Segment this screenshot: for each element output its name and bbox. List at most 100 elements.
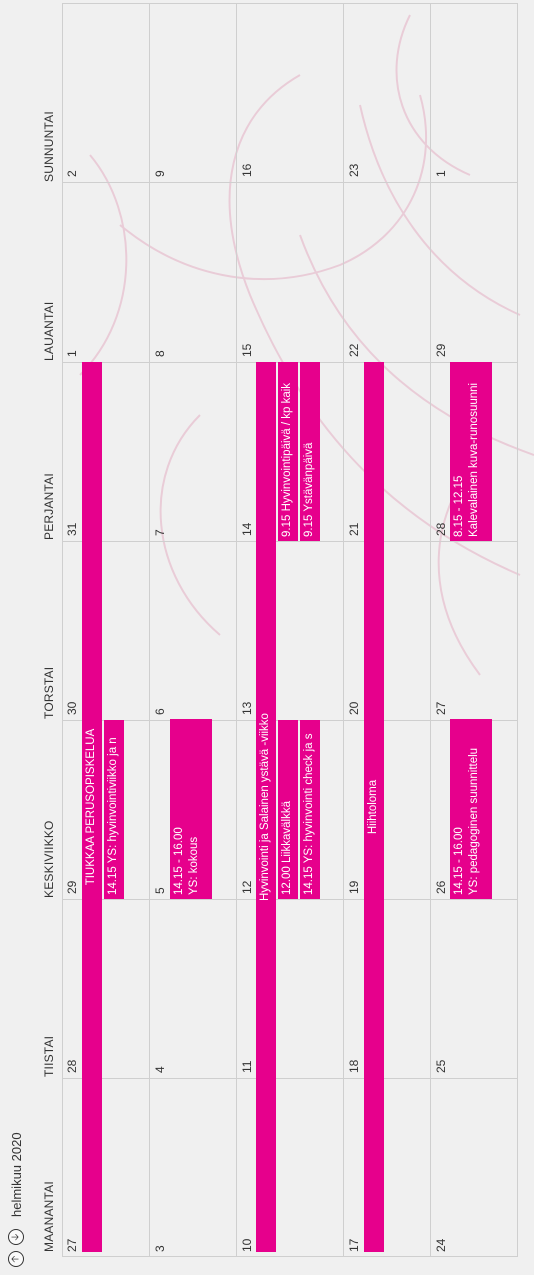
event-title: Kalevalainen kuva-runosuunni (468, 382, 480, 537)
event-time: 8.15 - 12.15 (453, 475, 465, 537)
day-number: 18 (347, 1059, 361, 1073)
day-number: 6 (153, 708, 167, 715)
previous-month-button[interactable]: 🡡 (8, 1251, 24, 1267)
event-time: 14.15 - 16.00 (453, 827, 465, 895)
day-cell[interactable]: 28 (62, 899, 150, 1078)
day-cell[interactable]: 8 (150, 182, 237, 362)
day-number: 17 (347, 1238, 361, 1252)
day-number: 20 (347, 701, 361, 715)
day-number: 2 (65, 170, 79, 177)
weekday-header-saturday: LAUANTAI (42, 301, 56, 361)
day-number: 1 (65, 350, 79, 357)
day-cell[interactable]: 21 (344, 362, 431, 541)
weekday-header-tuesday: TIISTAI (42, 1035, 56, 1077)
day-number: 1 (434, 170, 448, 177)
day-number: 11 (240, 1060, 254, 1073)
day-number: 28 (434, 522, 448, 536)
day-cell[interactable]: 31 (62, 362, 150, 541)
day-cell[interactable]: 22 (344, 182, 431, 362)
day-number: 29 (434, 343, 448, 357)
day-number: 28 (65, 1059, 79, 1073)
event-hiihtoloma[interactable]: Hiihtoloma (364, 362, 384, 1252)
day-cell[interactable]: 13 (237, 541, 344, 720)
event-title: Hyvinvointi ja Salainen ystävä -viikko (259, 713, 271, 901)
weekday-header-sunday: SUNNUNTAI (42, 111, 56, 182)
day-number: 16 (240, 163, 254, 177)
event-title: YS: kokous (188, 836, 200, 895)
day-cell[interactable]: 23 (344, 3, 431, 182)
day-number: 31 (65, 522, 79, 536)
day-number: 5 (153, 887, 167, 894)
next-month-button[interactable]: 🡣 (8, 1229, 24, 1245)
day-cell[interactable]: 29 (431, 182, 518, 362)
day-cell[interactable]: 9 (150, 3, 237, 182)
day-cell[interactable]: 3 (150, 1078, 237, 1257)
day-number: 27 (65, 1238, 79, 1252)
day-number: 7 (153, 529, 167, 536)
event-hyvinvointi-viikko[interactable]: Hyvinvointi ja Salainen ystävä -viikko (256, 362, 276, 1252)
event-title: 9.15 Hyvinvointipäivä / kp kaik (281, 382, 293, 537)
day-number: 24 (434, 1238, 448, 1252)
day-cell[interactable]: 4 (150, 899, 237, 1078)
event-title: 12.00 Liikkavälkkä (281, 801, 293, 895)
day-number: 29 (65, 880, 79, 894)
day-cell[interactable]: 7 (150, 362, 237, 541)
day-number: 13 (240, 701, 254, 715)
day-number: 26 (434, 880, 448, 894)
day-number: 23 (347, 163, 361, 177)
event-kalevalainen-kuva-runosuunnistus[interactable]: 8.15 - 12.15 Kalevalainen kuva-runosuunn… (450, 362, 492, 541)
day-cell[interactable]: 1 (431, 3, 518, 182)
event-title: Hiihtoloma (367, 779, 379, 835)
day-cell[interactable]: 2 (62, 3, 150, 182)
day-cell[interactable]: 27 (431, 541, 518, 720)
weekday-header-monday: MAANANTAI (42, 1181, 56, 1252)
day-cell[interactable]: 6 (150, 541, 237, 720)
event-title: 14.15 YS: hyvinvointiviikko ja n (107, 737, 119, 895)
day-cell[interactable]: 24 (431, 1078, 518, 1257)
event-tiukkaa-perusopiskelua[interactable]: TIUKKAA PERUSOPISKELUA (82, 362, 102, 1252)
day-cell[interactable]: 20 (344, 541, 431, 720)
day-number: 8 (153, 350, 167, 357)
day-cell[interactable]: 15 (237, 182, 344, 362)
day-number: 10 (240, 1238, 254, 1252)
month-title: helmikuu 2020 (8, 1132, 24, 1217)
event-hyvinvointipaiva[interactable]: 9.15 Hyvinvointipäivä / kp kaik (278, 362, 298, 541)
event-title: TIUKKAA PERUSOPISKELUA (85, 728, 97, 886)
day-number: 27 (434, 701, 448, 715)
day-cell[interactable]: 19 (344, 720, 431, 899)
event-ys-hyvinvointi-check[interactable]: 14.15 YS: hyvinvointi check ja s (300, 720, 320, 899)
day-cell[interactable]: 10 (237, 1078, 344, 1257)
day-number: 22 (347, 343, 361, 357)
day-cell[interactable]: 1 (62, 182, 150, 362)
event-title: YS: pedagoginen suunnittelu (468, 747, 480, 895)
day-cell[interactable]: 30 (62, 541, 150, 720)
day-number: 25 (434, 1059, 448, 1073)
day-number: 12 (240, 880, 254, 894)
event-ystavanpaiva[interactable]: 9.15 Ystävänpäivä (300, 362, 320, 541)
day-number: 4 (153, 1066, 167, 1073)
day-cell[interactable]: 16 (237, 3, 344, 182)
day-cell[interactable]: 27 (62, 1078, 150, 1257)
day-cell[interactable]: 25 (431, 899, 518, 1078)
day-cell[interactable]: 17 (344, 1078, 431, 1257)
event-ys-pedagoginen-suunnittelu[interactable]: 14.15 - 16.00 YS: pedagoginen suunnittel… (450, 719, 492, 899)
month-navigation: 🡡 🡣 helmikuu 2020 (6, 1132, 26, 1267)
day-cell[interactable]: 18 (344, 899, 431, 1078)
weekday-header-friday: PERJANTAI (42, 473, 56, 540)
day-number: 14 (240, 522, 254, 536)
event-liikkavalkka[interactable]: 12.00 Liikkavälkkä (278, 720, 298, 899)
event-title: 9.15 Ystävänpäivä (303, 442, 315, 537)
day-cell[interactable]: 11 (237, 899, 344, 1078)
calendar-grid: 27 28 29 30 31 1 2 3 4 5 6 7 8 9 10 11 1… (62, 3, 518, 1257)
event-time: 14.15 - 16.00 (173, 827, 185, 895)
weekday-header-thursday: TORSTAI (42, 666, 56, 719)
day-number: 9 (153, 170, 167, 177)
day-number: 3 (153, 1245, 167, 1252)
event-title: 14.15 YS: hyvinvointi check ja s (303, 733, 315, 895)
event-ys-hyvinvointiviikko[interactable]: 14.15 YS: hyvinvointiviikko ja n (104, 720, 124, 899)
event-ys-kokous[interactable]: 14.15 - 16.00 YS: kokous (170, 719, 212, 899)
day-number: 19 (347, 880, 361, 894)
day-number: 15 (240, 343, 254, 357)
day-number: 21 (347, 522, 361, 536)
